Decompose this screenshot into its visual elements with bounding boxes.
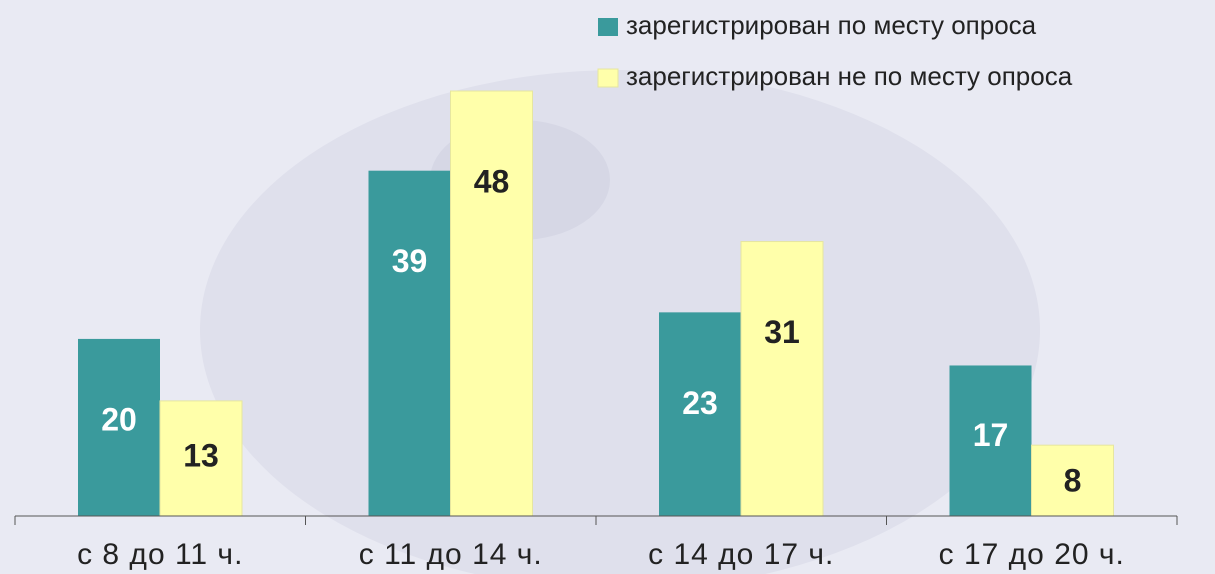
value-label: 17 <box>973 417 1009 453</box>
value-label: 48 <box>474 163 510 199</box>
value-label: 13 <box>183 437 219 473</box>
x-tick-label: с 17 до 20 ч. <box>939 538 1125 571</box>
legend-swatch <box>598 69 618 87</box>
chart: 20 39 23 17 13 48 31 8 с 8 до 11 ч. с 11 до 14 ч.… <box>0 0 1215 574</box>
x-tick-label: с 8 до 11 ч. <box>77 538 243 571</box>
x-tick-label: с 11 до 14 ч. <box>359 538 543 571</box>
bar <box>451 91 533 516</box>
legend-swatch <box>598 18 618 36</box>
legend-label: зарегистрирован по месту опроса <box>626 10 1037 40</box>
value-label: 8 <box>1064 463 1082 499</box>
legend-label: зарегистрирован не по месту опроса <box>626 61 1073 91</box>
bar <box>741 242 823 516</box>
value-label: 31 <box>764 314 800 350</box>
x-tick-label: с 14 до 17 ч. <box>648 538 834 571</box>
background-sketch <box>200 70 1040 574</box>
bar <box>369 171 451 516</box>
value-label: 23 <box>682 385 718 421</box>
value-label: 39 <box>392 243 428 279</box>
value-label: 20 <box>101 402 137 438</box>
